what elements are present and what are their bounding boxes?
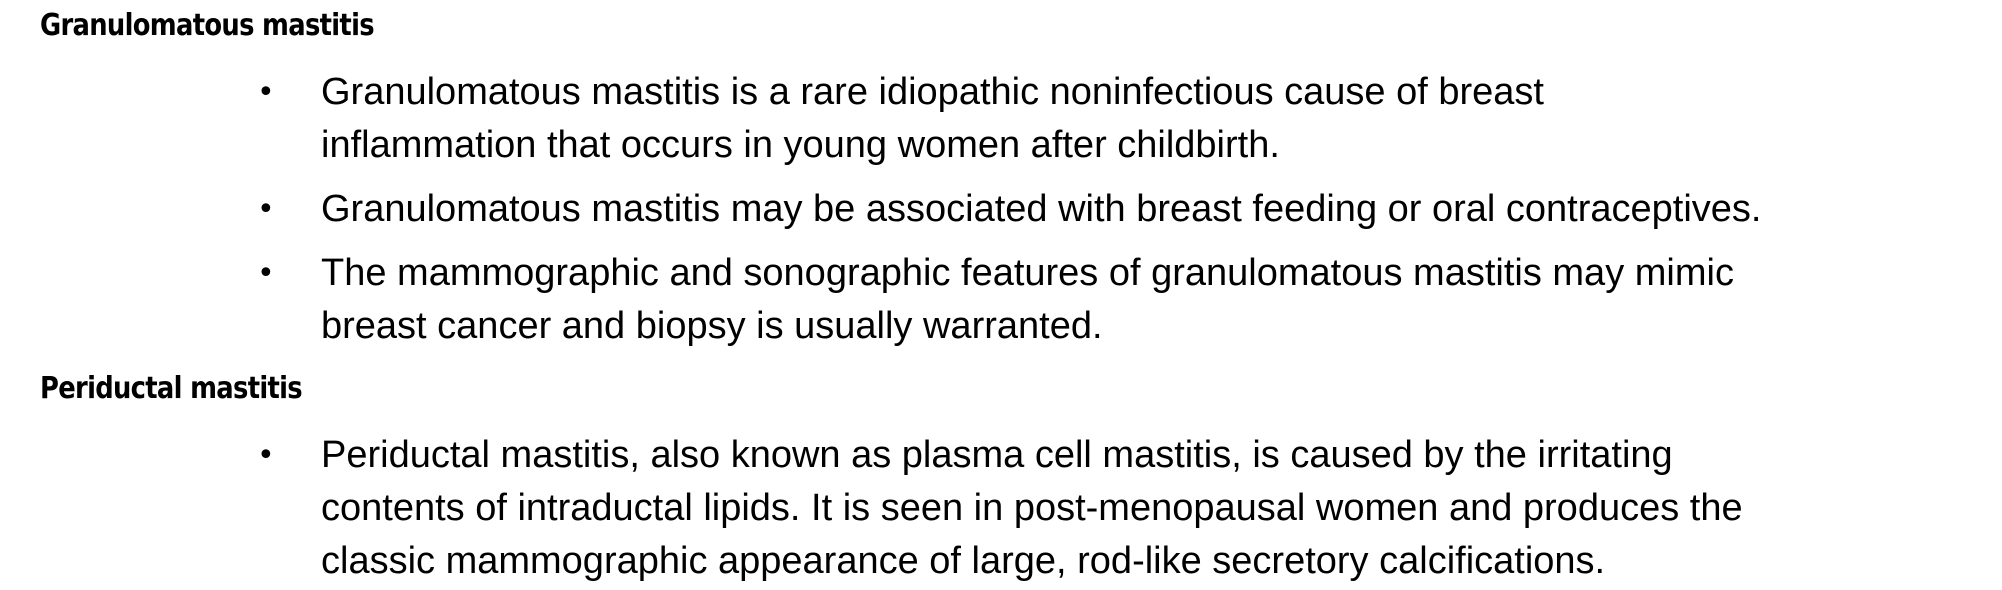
list-item-text: The mammographic and sonographic feature… (321, 247, 1761, 353)
list-item: • The mammographic and sonographic featu… (0, 247, 1761, 353)
text-line: inflammation that occurs in young women … (321, 124, 1280, 166)
list-item: • Periductal mastitis, also known as pla… (0, 429, 1743, 588)
list-item-text: Granulomatous mastitis may be associated… (321, 183, 1761, 236)
list-item: • Granulomatous mastitis is a rare idiop… (0, 66, 1761, 172)
bullet-icon: • (257, 192, 275, 227)
bullet-icon: • (257, 438, 275, 473)
text-line: The mammographic and sonographic feature… (321, 252, 1734, 294)
list-item-text: Granulomatous mastitis is a rare idiopat… (321, 66, 1761, 172)
text-line: contents of intraductal lipids. It is se… (321, 487, 1743, 529)
text-line: Granulomatous mastitis is a rare idiopat… (321, 71, 1544, 113)
text-line: Periductal mastitis, also known as plasm… (321, 434, 1673, 476)
bullet-list-granulomatous-mastitis: • Granulomatous mastitis is a rare idiop… (0, 66, 1761, 364)
section-heading-granulomatous-mastitis: Granulomatous mastitis (40, 8, 375, 43)
bullet-icon: • (257, 256, 275, 291)
text-line: classic mammographic appearance of large… (321, 540, 1606, 582)
text-line: Granulomatous mastitis may be associated… (321, 188, 1762, 230)
bullet-list-periductal-mastitis: • Periductal mastitis, also known as pla… (0, 429, 1743, 588)
bullet-icon: • (257, 75, 275, 110)
list-item-text: Periductal mastitis, also known as plasm… (321, 429, 1743, 588)
list-item: • Granulomatous mastitis may be associat… (0, 183, 1761, 236)
text-line: breast cancer and biopsy is usually warr… (321, 305, 1103, 347)
section-heading-periductal-mastitis: Periductal mastitis (40, 371, 303, 406)
